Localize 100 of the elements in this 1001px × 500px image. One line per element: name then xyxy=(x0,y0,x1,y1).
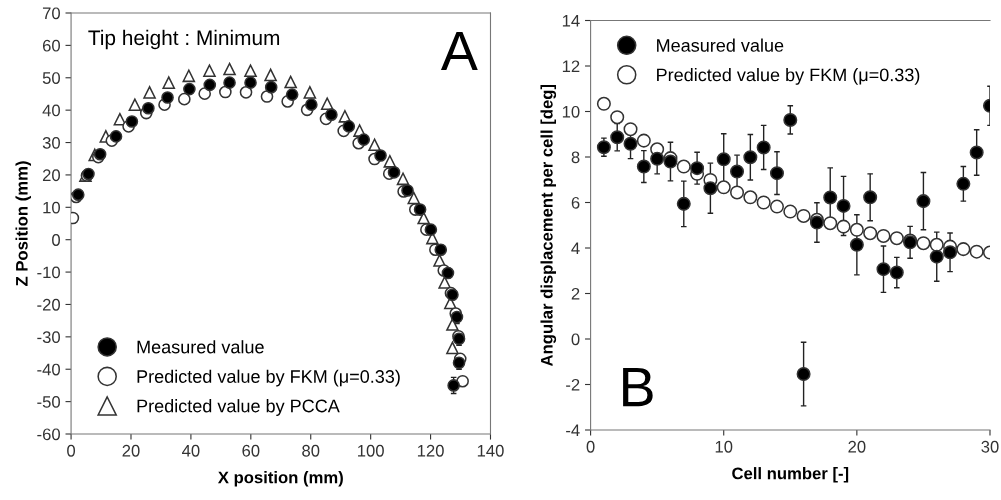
y-tick-label: 4 xyxy=(571,242,580,255)
y-tick-label: 0 xyxy=(571,333,580,346)
y-tick-label: -60 xyxy=(37,428,60,441)
point xyxy=(161,91,174,104)
point xyxy=(929,249,944,264)
point xyxy=(823,190,838,205)
point xyxy=(849,237,864,252)
y-tick-label: -40 xyxy=(37,363,60,376)
point xyxy=(219,85,232,99)
x-tick-label: 120 xyxy=(417,444,444,457)
y-tick-label: -30 xyxy=(37,331,60,344)
point xyxy=(401,184,414,197)
point xyxy=(690,161,705,176)
x-tick-label: 10 xyxy=(715,440,733,453)
point xyxy=(223,76,236,89)
y-tick-label: 40 xyxy=(42,104,60,117)
point xyxy=(203,78,217,92)
point xyxy=(716,152,731,167)
y-tick-label: 30 xyxy=(42,136,60,149)
point xyxy=(836,198,851,213)
point xyxy=(305,98,318,111)
point xyxy=(177,92,191,106)
point xyxy=(889,231,904,246)
annotation: Tip height : Minimum xyxy=(88,29,280,50)
y-tick-label: 20 xyxy=(42,169,60,182)
point xyxy=(264,80,278,94)
legend-label: Predicted value by FKM (μ=0.33) xyxy=(137,369,400,387)
x-tick-label: 0 xyxy=(586,440,595,453)
point xyxy=(128,98,142,111)
y-tick-label: -10 xyxy=(37,266,60,279)
point xyxy=(623,136,638,151)
x-axis-title: X position (mm) xyxy=(217,471,343,487)
point xyxy=(383,155,397,168)
x-tick-label: 40 xyxy=(182,444,200,457)
point xyxy=(769,166,784,181)
point xyxy=(956,242,971,257)
point xyxy=(198,87,212,100)
point xyxy=(796,367,811,382)
legend-label: Measured value xyxy=(657,38,784,52)
point xyxy=(357,133,371,146)
point xyxy=(756,195,771,210)
point xyxy=(610,110,625,125)
point xyxy=(446,318,459,331)
point xyxy=(889,265,904,280)
point xyxy=(320,97,334,110)
x-tick-label: 0 xyxy=(67,444,76,457)
legend-label: Predicted value by PCCA xyxy=(137,399,340,416)
x-tick-label: 30 xyxy=(981,440,999,453)
point xyxy=(769,199,784,214)
point xyxy=(244,64,257,77)
point xyxy=(387,166,401,179)
point xyxy=(863,190,878,205)
point xyxy=(325,108,338,122)
point xyxy=(203,64,216,77)
point xyxy=(783,112,798,127)
y-tick-label: -20 xyxy=(37,298,60,311)
point xyxy=(413,203,427,216)
y-tick-label: 6 xyxy=(571,196,580,209)
x-tick-label: 100 xyxy=(358,444,384,457)
point xyxy=(450,310,464,324)
point xyxy=(730,185,745,200)
point xyxy=(368,138,381,152)
point xyxy=(636,133,651,148)
x-tick-label: 60 xyxy=(242,444,260,457)
y-tick-label: 10 xyxy=(562,105,580,118)
point xyxy=(407,191,421,205)
point xyxy=(743,190,758,205)
point xyxy=(863,226,878,241)
point xyxy=(182,69,196,83)
point xyxy=(113,112,127,126)
point xyxy=(969,145,984,160)
point xyxy=(260,90,274,103)
point xyxy=(109,130,123,143)
point xyxy=(125,115,139,128)
y-axis-title: Angular displacement per cell [deg] xyxy=(540,84,557,367)
point xyxy=(441,266,455,280)
x-tick-label: 140 xyxy=(477,444,504,457)
point xyxy=(162,76,176,89)
point xyxy=(916,194,931,209)
y-tick-label: 2 xyxy=(571,287,580,300)
point xyxy=(596,96,611,111)
point xyxy=(424,223,438,236)
point xyxy=(956,176,971,191)
point xyxy=(342,120,356,133)
y-tick-label: -4 xyxy=(566,424,580,437)
point xyxy=(239,86,253,99)
point xyxy=(716,180,731,195)
y-tick-label: 60 xyxy=(42,39,60,52)
point xyxy=(876,262,891,277)
legend-label: Measured value xyxy=(137,340,264,354)
point xyxy=(438,276,451,289)
y-tick-label: 8 xyxy=(571,151,580,164)
y-axis-title: Z Position (mm) xyxy=(15,161,32,286)
point xyxy=(374,149,387,162)
point xyxy=(264,68,277,82)
point xyxy=(303,86,317,99)
point xyxy=(823,216,838,231)
point xyxy=(849,222,864,237)
point xyxy=(610,130,625,145)
point xyxy=(223,62,236,76)
